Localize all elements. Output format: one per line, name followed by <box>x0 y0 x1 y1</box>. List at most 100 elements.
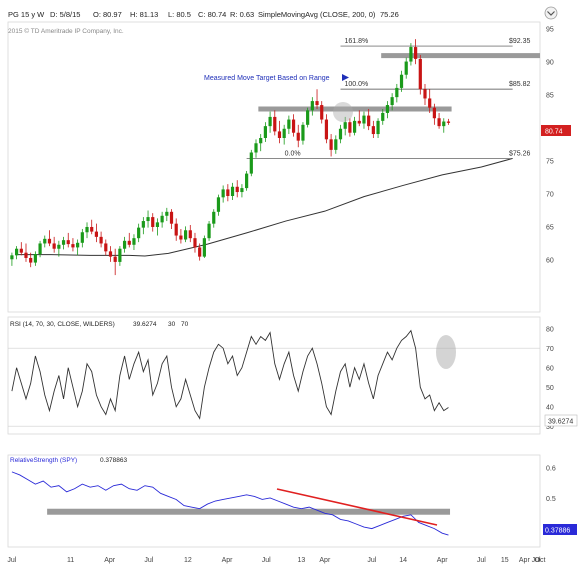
candle <box>334 135 338 154</box>
candle-body <box>414 47 418 59</box>
candles <box>10 39 451 276</box>
candle-body <box>15 248 19 256</box>
candle-body <box>230 186 235 196</box>
rs-title[interactable]: RelativeStrength (SPY) <box>10 457 77 464</box>
candle-body <box>395 87 399 98</box>
candle-body <box>301 124 305 141</box>
candle-body <box>76 242 80 248</box>
candle-body <box>85 226 89 233</box>
rsi-header-value: 39.6274 <box>133 321 157 328</box>
candle-body <box>33 254 37 263</box>
candle-body <box>357 120 361 124</box>
candle-body <box>61 240 66 245</box>
arrow-right-icon <box>342 74 349 81</box>
candle-body <box>432 107 436 119</box>
candle <box>165 207 169 222</box>
candle-body <box>216 197 221 212</box>
candle <box>329 134 333 157</box>
fib-level-label: 161.8% <box>345 38 369 45</box>
candle-body <box>47 238 52 244</box>
candle-body <box>43 238 47 244</box>
candle-body <box>132 238 136 245</box>
candle <box>66 232 70 248</box>
header-bar: PG 15 y W D: 5/8/15 O: 80.97 H: 81.13 L:… <box>0 0 588 35</box>
candle-body <box>329 139 333 150</box>
fib-levels: 161.8% $92.35 100.0% $85.82 0.0% $75.26 <box>246 38 531 160</box>
candle <box>108 246 113 262</box>
candle <box>15 246 19 260</box>
candle <box>282 124 286 145</box>
candle <box>132 234 136 251</box>
candle <box>315 89 319 109</box>
x-tick-label: Jul <box>262 557 271 564</box>
candle-body <box>404 61 408 75</box>
candle <box>10 252 14 266</box>
fib-level-label: 100.0% <box>345 81 369 88</box>
header-study-value: 75.26 <box>380 10 399 19</box>
candle-body <box>320 105 324 120</box>
expand-button[interactable] <box>544 6 558 20</box>
chevron-down-icon <box>547 11 555 16</box>
candle-body <box>334 139 338 150</box>
candle <box>240 184 244 198</box>
candle-body <box>57 244 61 249</box>
candle <box>174 218 178 241</box>
candle-body <box>212 211 216 224</box>
header-symbol[interactable]: PG 15 y W <box>8 10 45 19</box>
last-price-tag: 80.74 <box>541 125 571 136</box>
rs-series-line <box>11 471 449 536</box>
candle-body <box>29 257 33 263</box>
candle <box>320 101 324 124</box>
candle-body <box>183 230 188 240</box>
candle <box>29 252 33 268</box>
candle-body <box>99 236 103 244</box>
candle <box>432 103 436 125</box>
rsi-title[interactable]: RSI (14, 70, 30, CLOSE, WILDERS) <box>10 321 115 328</box>
candle <box>357 110 361 127</box>
x-tick-label: Jul <box>477 557 486 564</box>
candle <box>367 109 371 131</box>
fib-price-label: $75.26 <box>509 151 531 158</box>
candle-body <box>315 101 319 106</box>
candle <box>38 240 42 258</box>
candle-body <box>399 74 404 88</box>
fib-price-label: $85.82 <box>509 81 531 88</box>
header-study[interactable]: SimpleMovingAvg (CLOSE, 200, 0) <box>258 10 376 19</box>
candle <box>390 93 394 111</box>
candle-body <box>80 232 84 243</box>
candle-body <box>362 115 366 124</box>
x-tick-label: Apr <box>319 557 331 564</box>
candle-body <box>287 119 291 129</box>
candle <box>254 139 258 158</box>
candle <box>249 149 253 177</box>
candle-body <box>160 215 164 223</box>
candle-body <box>418 58 422 90</box>
candle-body <box>155 222 160 227</box>
candle-body <box>371 126 375 135</box>
candle-body <box>376 120 380 135</box>
rs-header-value: 0.378863 <box>100 457 127 464</box>
x-tick-label: Apr <box>222 557 234 564</box>
header-low: L: 80.5 <box>168 10 191 19</box>
candle-body <box>240 188 244 193</box>
measured-move-annotation: Measured Move Target Based on Range <box>204 75 330 82</box>
x-tick-label: Oct <box>535 557 546 564</box>
candle-body <box>169 211 174 224</box>
candle-body <box>151 217 155 227</box>
rsi-panel <box>7 316 541 435</box>
candle <box>71 238 75 252</box>
candle-body <box>268 116 272 127</box>
header-high: H: 81.13 <box>130 10 158 19</box>
x-tick-label: Jul <box>367 557 376 564</box>
candle <box>61 236 66 250</box>
candle-body <box>245 173 249 189</box>
rs-band-rect <box>47 508 451 515</box>
copyright-text: 2015 © TD Ameritrade IP Company, Inc. <box>8 27 124 35</box>
candle-body <box>446 121 451 123</box>
candle <box>442 118 446 133</box>
last-price-value: 80.74 <box>545 129 563 136</box>
rs-tick-label: 0.5 <box>546 496 556 503</box>
candle-body <box>118 248 122 262</box>
candle <box>212 209 216 228</box>
